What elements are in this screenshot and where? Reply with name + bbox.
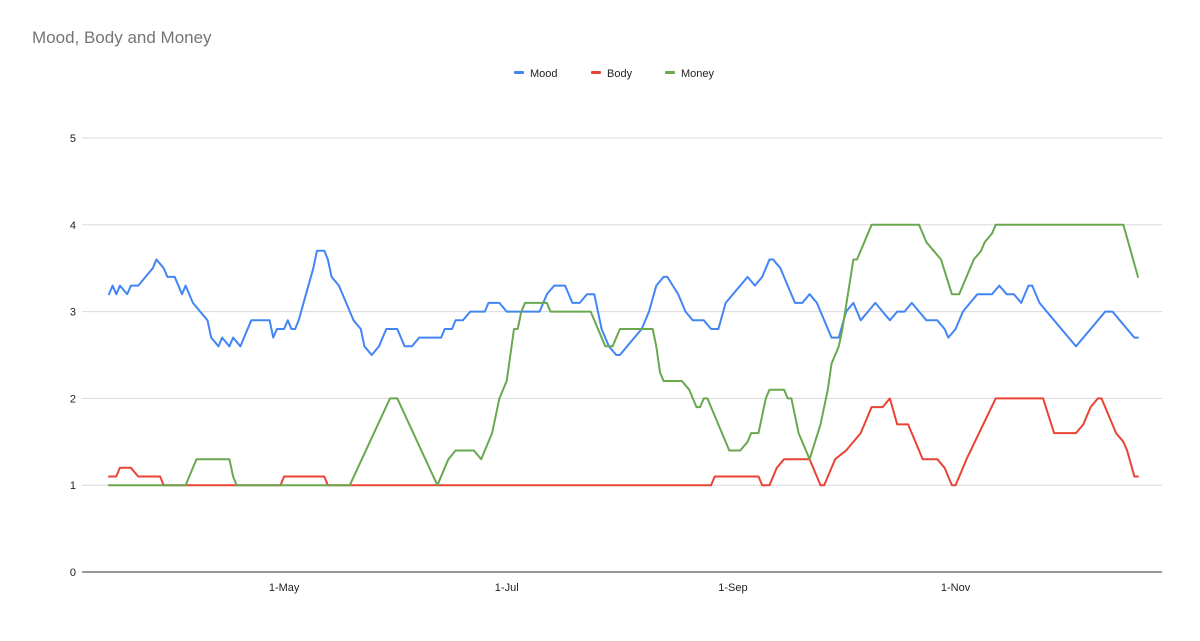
legend-label-mood: Mood: [530, 68, 558, 80]
y-tick-label-5: 5: [70, 133, 76, 145]
x-tick-label-1-Sep: 1-Sep: [718, 582, 747, 594]
x-tick-label-1-Jul: 1-Jul: [495, 582, 519, 594]
legend-swatch-body: [591, 71, 601, 74]
legend-swatch-money: [665, 71, 675, 74]
legend-swatch-mood: [514, 71, 524, 74]
series-line-body: [108, 397, 1139, 487]
y-tick-label-3: 3: [70, 307, 76, 319]
y-tick-label-0: 0: [70, 567, 76, 579]
y-tick-label-4: 4: [70, 220, 76, 232]
series-line-money: [108, 223, 1139, 487]
y-tick-label-2: 2: [70, 393, 76, 405]
series-line-mood: [108, 249, 1139, 356]
chart-title: Mood, Body and Money: [32, 28, 212, 47]
legend-label-body: Body: [607, 68, 633, 80]
y-tick-label-1: 1: [70, 480, 76, 492]
x-tick-label-1-Nov: 1-Nov: [941, 582, 971, 594]
legend-label-money: Money: [681, 68, 715, 80]
x-tick-label-1-May: 1-May: [269, 582, 300, 594]
